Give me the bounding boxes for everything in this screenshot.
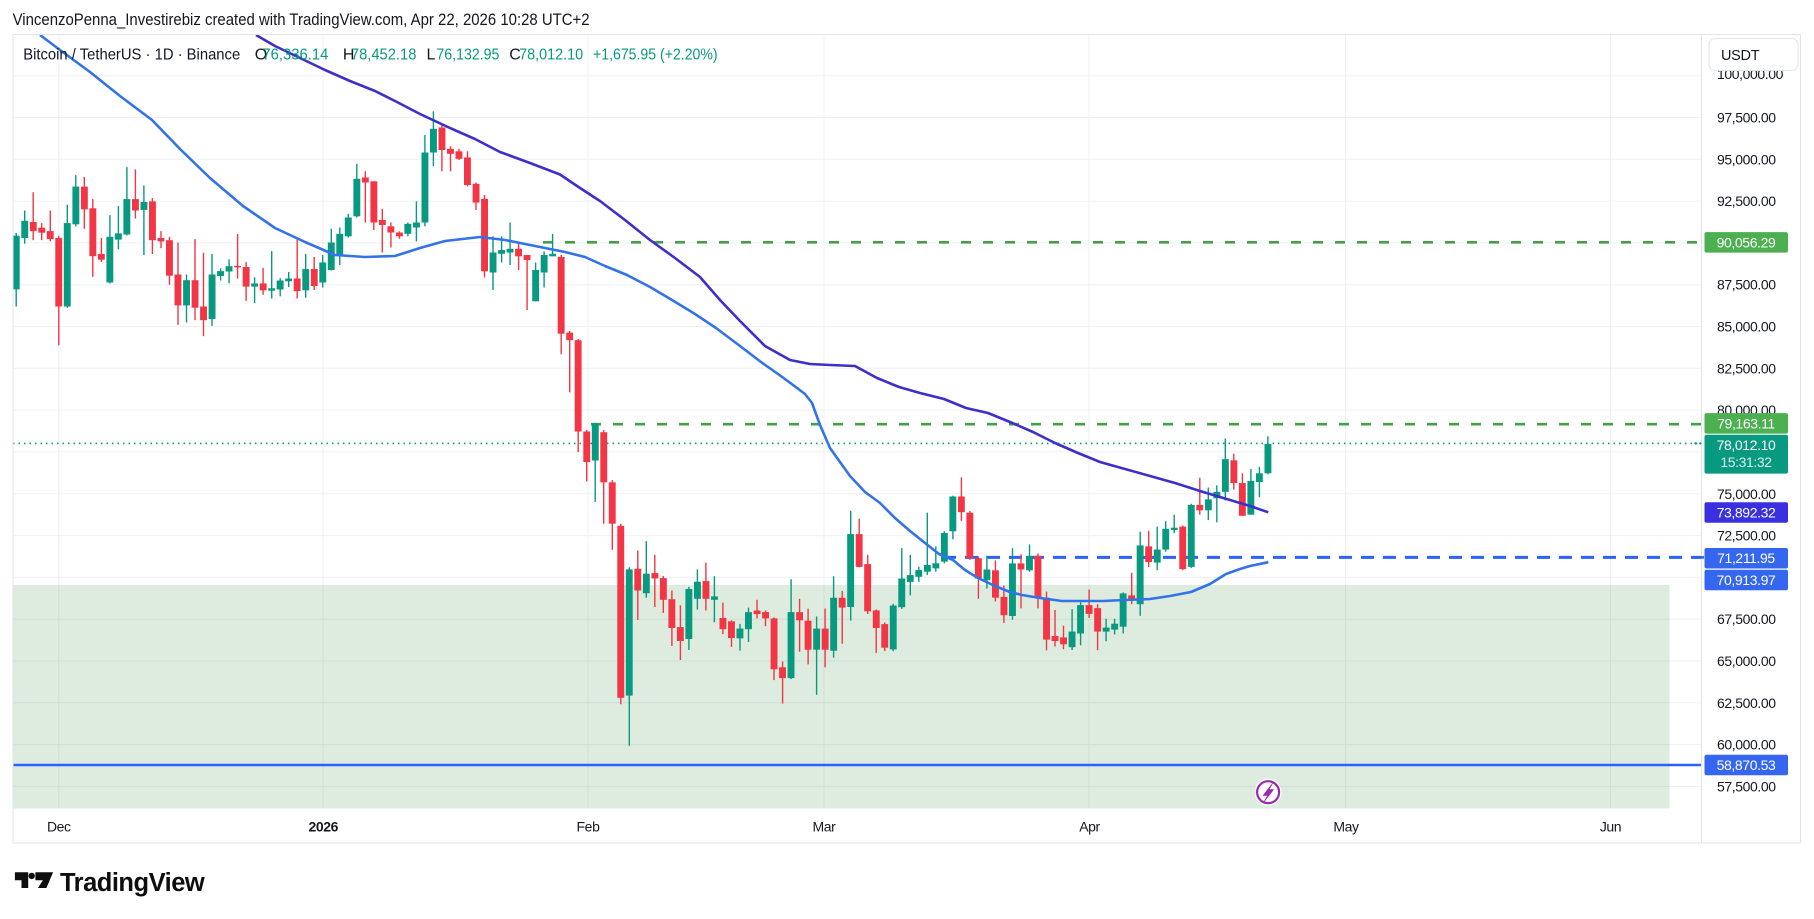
- svg-text:70,913.97: 70,913.97: [1717, 572, 1776, 588]
- svg-text:H: H: [343, 47, 355, 64]
- svg-text:71,211.95: 71,211.95: [1717, 550, 1775, 566]
- svg-text:87,500.00: 87,500.00: [1717, 277, 1776, 293]
- svg-text:O: O: [255, 47, 267, 64]
- svg-text:May: May: [1333, 819, 1359, 835]
- svg-text:L: L: [427, 47, 436, 64]
- svg-text:90,056.29: 90,056.29: [1717, 234, 1776, 250]
- svg-text:Feb: Feb: [577, 819, 601, 835]
- svg-text:Bitcoin / TetherUS · 1D · Bina: Bitcoin / TetherUS · 1D · Binance: [23, 47, 240, 64]
- svg-text:2026: 2026: [309, 819, 339, 835]
- svg-text:Apr: Apr: [1079, 819, 1100, 835]
- svg-text:Jun: Jun: [1600, 819, 1621, 835]
- svg-text:78,012.10: 78,012.10: [519, 47, 583, 64]
- svg-text:58,870.53: 58,870.53: [1717, 757, 1776, 773]
- svg-text:76,336.14: 76,336.14: [262, 47, 328, 64]
- svg-text:60,000.00: 60,000.00: [1717, 737, 1776, 753]
- svg-text:95,000.00: 95,000.00: [1717, 151, 1776, 167]
- svg-text:C: C: [509, 47, 521, 64]
- svg-text:73,892.32: 73,892.32: [1717, 505, 1776, 521]
- svg-text:72,500.00: 72,500.00: [1717, 528, 1776, 544]
- svg-text:97,500.00: 97,500.00: [1717, 110, 1776, 126]
- svg-text:65,000.00: 65,000.00: [1717, 653, 1776, 669]
- svg-text:15:31:32: 15:31:32: [1720, 454, 1772, 470]
- svg-text:76,132.95: 76,132.95: [436, 47, 499, 64]
- svg-text:+1,675.95 (+2.20%): +1,675.95 (+2.20%): [593, 47, 718, 64]
- svg-text:79,163.11: 79,163.11: [1717, 415, 1775, 431]
- svg-text:67,500.00: 67,500.00: [1717, 611, 1776, 627]
- svg-text:VincenzoPenna_Investirebiz cre: VincenzoPenna_Investirebiz created with …: [13, 11, 590, 29]
- svg-text:75,000.00: 75,000.00: [1717, 486, 1776, 502]
- svg-text:USDT: USDT: [1721, 48, 1760, 64]
- svg-text:TradingView: TradingView: [60, 869, 205, 897]
- svg-text:Mar: Mar: [813, 819, 837, 835]
- svg-text:Dec: Dec: [47, 819, 71, 835]
- svg-text:85,000.00: 85,000.00: [1717, 319, 1776, 335]
- svg-text:82,500.00: 82,500.00: [1717, 360, 1776, 376]
- svg-text:78,452.18: 78,452.18: [351, 47, 417, 64]
- svg-text:78,012.10: 78,012.10: [1717, 437, 1776, 453]
- svg-text:62,500.00: 62,500.00: [1717, 695, 1776, 711]
- svg-text:57,500.00: 57,500.00: [1717, 778, 1776, 794]
- svg-text:92,500.00: 92,500.00: [1717, 193, 1776, 209]
